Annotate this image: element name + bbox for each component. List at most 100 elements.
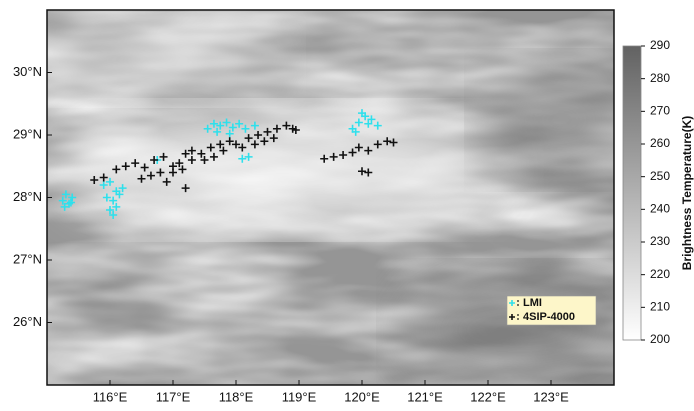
point-marker: [131, 159, 140, 168]
point-marker: [213, 127, 222, 136]
point-marker: [109, 211, 118, 219]
point-marker: [238, 154, 247, 163]
point-marker: [187, 156, 196, 164]
point-marker: [250, 121, 259, 130]
legend-colon: [517, 304, 519, 306]
point-marker: [121, 162, 130, 171]
point-marker: [112, 165, 121, 174]
point-marker: [106, 206, 114, 214]
point-marker: [146, 171, 155, 180]
colorbar-tick-label: 250: [650, 169, 670, 183]
x-tick-label: 120°E: [344, 389, 380, 404]
point-marker: [200, 156, 209, 164]
point-marker: [216, 140, 225, 149]
point-marker: [250, 140, 259, 149]
point-marker: [320, 154, 329, 163]
point-marker: [238, 143, 247, 152]
point-marker: [99, 173, 108, 182]
point-marker: [68, 193, 77, 202]
point-marker: [112, 202, 121, 211]
y-tick-label: 27°N: [13, 251, 42, 266]
point-marker: [364, 168, 373, 177]
point-marker: [228, 123, 237, 132]
point-marker: [109, 196, 118, 205]
colorbar-tick-label: 230: [650, 234, 670, 248]
y-tick-label: 30°N: [13, 64, 42, 79]
point-marker: [137, 174, 146, 183]
point-marker: [351, 127, 360, 136]
legend-marker: [509, 300, 515, 306]
point-marker: [66, 198, 75, 207]
x-tick-label: 116°E: [93, 389, 128, 404]
point-marker: [288, 124, 297, 133]
colorbar-tick-label: 210: [650, 300, 670, 314]
point-marker: [106, 177, 114, 186]
point-marker: [216, 121, 225, 130]
point-marker: [232, 140, 240, 149]
point-marker: [263, 127, 272, 136]
colorbar-tick-label: 240: [650, 202, 670, 216]
point-marker: [254, 131, 263, 139]
point-marker: [383, 137, 392, 146]
point-marker: [241, 124, 250, 133]
point-marker: [169, 168, 177, 177]
point-marker: [115, 190, 124, 199]
point-marker: [102, 193, 111, 202]
point-marker: [367, 115, 376, 124]
point-marker: [219, 146, 228, 155]
point-marker: [156, 168, 165, 177]
point-marker: [235, 119, 244, 128]
y-tick-label: 29°N: [13, 126, 42, 141]
x-tick-label: 117°E: [156, 389, 191, 404]
point-marker: [244, 134, 253, 143]
point-marker: [354, 118, 363, 127]
colorbar-tick-label: 260: [650, 136, 670, 150]
point-marker: [162, 177, 171, 186]
point-marker: [373, 140, 382, 149]
point-marker: [260, 137, 269, 146]
legend: [506, 295, 597, 326]
point-marker: [364, 146, 373, 155]
point-marker: [150, 156, 159, 164]
point-marker: [272, 124, 281, 133]
point-marker: [90, 176, 99, 184]
legend-colon: [517, 318, 519, 320]
colorbar-label: Brightness Temperature(K): [680, 116, 694, 270]
y-tick-label: 26°N: [13, 314, 42, 329]
legend-colon: [517, 314, 519, 316]
point-marker: [225, 137, 234, 146]
point-marker: [206, 143, 215, 152]
legend-marker: [509, 314, 515, 320]
point-marker: [358, 167, 366, 176]
point-marker: [209, 152, 218, 161]
point-marker: [222, 118, 231, 127]
x-tick-label: 122°E: [470, 389, 506, 404]
point-marker: [244, 152, 253, 161]
colorbar-tick-label: 270: [650, 104, 670, 118]
point-marker: [339, 151, 348, 159]
point-marker: [197, 149, 206, 158]
point-marker: [118, 184, 127, 193]
point-marker: [329, 152, 338, 161]
point-marker: [282, 121, 291, 130]
point-marker: [60, 202, 69, 211]
point-marker: [209, 119, 218, 128]
colorbar: [622, 45, 642, 341]
point-marker: [389, 138, 398, 147]
point-marker: [364, 119, 373, 128]
point-marker: [373, 121, 382, 130]
colorbar-tick-label: 280: [650, 71, 670, 85]
y-tick-label: 28°N: [13, 189, 42, 204]
point-marker: [178, 165, 187, 174]
point-marker: [348, 148, 357, 157]
point-marker: [58, 196, 67, 205]
x-tick-label: 118°E: [219, 389, 254, 404]
point-marker: [358, 109, 366, 118]
colorbar-tick-label: 220: [650, 267, 670, 281]
x-tick-label: 119°E: [282, 389, 317, 404]
point-marker: [159, 152, 168, 161]
x-tick-label: 121°E: [407, 389, 443, 404]
legend-colon: [517, 300, 519, 302]
point-marker: [175, 159, 184, 168]
